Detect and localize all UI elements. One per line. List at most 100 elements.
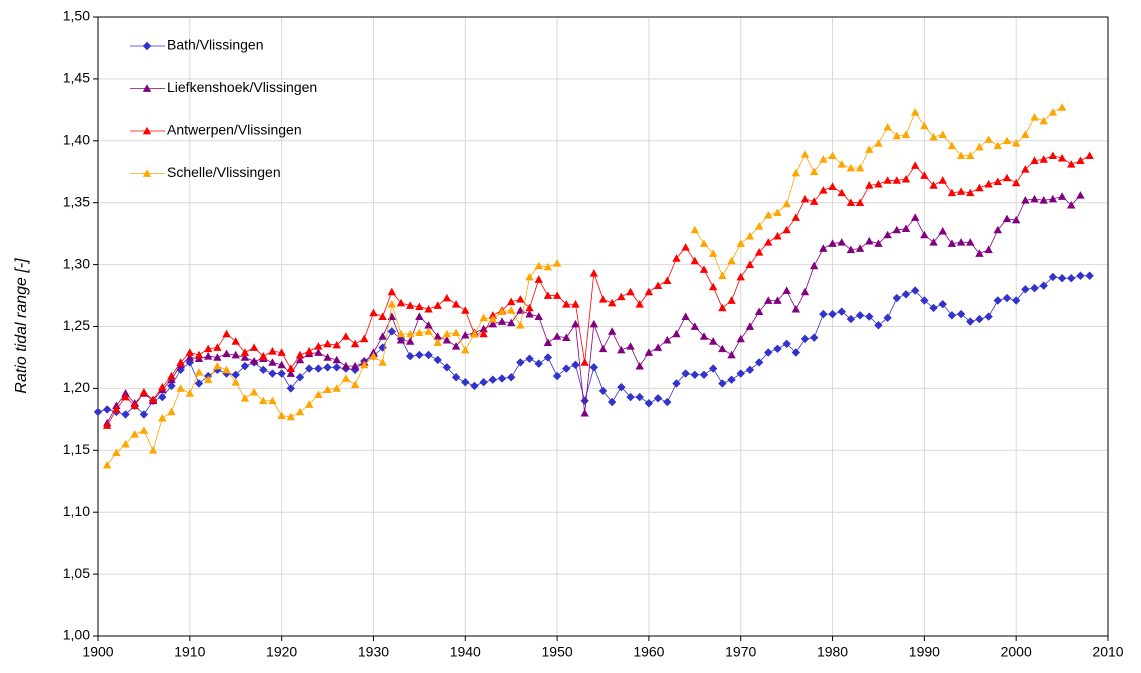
data-point <box>635 300 644 308</box>
data-point <box>589 269 599 277</box>
data-point <box>727 375 736 384</box>
data-point <box>203 375 213 384</box>
data-point <box>718 344 727 353</box>
data-point <box>1030 113 1039 121</box>
data-point <box>286 384 296 393</box>
data-point <box>626 392 635 402</box>
y-tick-label: 1,40 <box>63 132 90 148</box>
data-point <box>672 254 681 262</box>
data-point <box>314 364 323 373</box>
data-point <box>892 131 902 140</box>
data-point <box>387 300 397 308</box>
data-point <box>736 272 745 281</box>
data-point <box>360 360 369 369</box>
data-point <box>975 183 984 192</box>
data-point <box>883 313 892 323</box>
data-point <box>130 430 139 438</box>
data-point <box>1039 281 1048 290</box>
data-point <box>910 286 920 295</box>
data-point <box>1076 271 1085 280</box>
data-point <box>819 309 828 319</box>
data-point <box>525 303 534 312</box>
data-point <box>295 407 305 416</box>
data-point <box>690 370 700 379</box>
data-point <box>672 329 681 338</box>
data-point <box>745 260 755 268</box>
data-point <box>534 261 543 270</box>
data-point <box>424 327 433 335</box>
x-tick-label: 1990 <box>909 644 940 660</box>
data-point <box>718 271 727 280</box>
data-point <box>158 382 167 391</box>
data-point <box>387 287 397 296</box>
data-point <box>855 198 865 207</box>
data-point <box>562 333 571 342</box>
data-point <box>699 239 709 247</box>
data-point <box>332 363 341 372</box>
data-point <box>525 309 534 318</box>
legend-marker <box>142 169 152 177</box>
data-point <box>405 301 415 309</box>
data-point <box>773 296 782 304</box>
data-point <box>883 230 892 239</box>
data-point <box>525 354 534 363</box>
data-point <box>1030 194 1039 203</box>
data-point <box>910 108 920 116</box>
data-point <box>663 276 672 285</box>
data-point <box>295 373 305 382</box>
data-point <box>268 358 277 366</box>
data-point <box>984 245 993 254</box>
data-point <box>699 332 709 340</box>
data-point <box>993 141 1003 150</box>
data-point <box>966 151 975 160</box>
data-point <box>993 177 1003 186</box>
data-point <box>828 309 837 319</box>
data-point <box>562 364 571 373</box>
y-tick-label: 1,35 <box>63 193 90 209</box>
data-point <box>837 188 846 197</box>
data-point <box>451 373 461 382</box>
data-point <box>203 352 213 360</box>
data-point <box>828 239 837 247</box>
data-point <box>754 248 764 256</box>
data-point <box>1002 293 1012 303</box>
data-point <box>966 317 975 326</box>
data-point <box>938 130 947 138</box>
data-point <box>635 392 644 402</box>
data-point <box>534 275 543 283</box>
data-point <box>1048 194 1058 203</box>
data-point <box>304 347 314 355</box>
x-tick-label: 2000 <box>1001 644 1032 660</box>
data-point <box>892 225 902 234</box>
data-point <box>185 389 195 397</box>
legend-marker <box>142 126 152 135</box>
x-tick-label: 1950 <box>542 644 573 660</box>
data-point <box>607 298 617 307</box>
data-point <box>607 397 617 407</box>
data-point <box>975 142 984 151</box>
data-point <box>433 355 442 365</box>
data-point <box>791 213 801 221</box>
data-point <box>635 361 644 370</box>
data-point <box>158 392 167 402</box>
data-point <box>442 335 452 344</box>
data-point <box>956 238 966 246</box>
data-point <box>552 291 562 299</box>
data-point <box>516 321 525 329</box>
data-point <box>865 236 874 245</box>
data-point <box>754 358 764 367</box>
data-point <box>809 261 819 270</box>
y-tick-label: 1,25 <box>63 317 90 333</box>
legend-label: Schelle/Vlissingen <box>167 164 281 180</box>
data-point <box>975 314 984 324</box>
data-point <box>984 312 993 321</box>
data-point <box>461 330 470 339</box>
data-point <box>929 303 938 313</box>
data-point <box>185 348 195 356</box>
data-point <box>259 365 268 375</box>
data-point <box>167 407 176 416</box>
data-point <box>415 302 424 311</box>
data-point <box>626 342 635 350</box>
data-point <box>653 394 663 403</box>
data-point <box>1067 274 1076 283</box>
